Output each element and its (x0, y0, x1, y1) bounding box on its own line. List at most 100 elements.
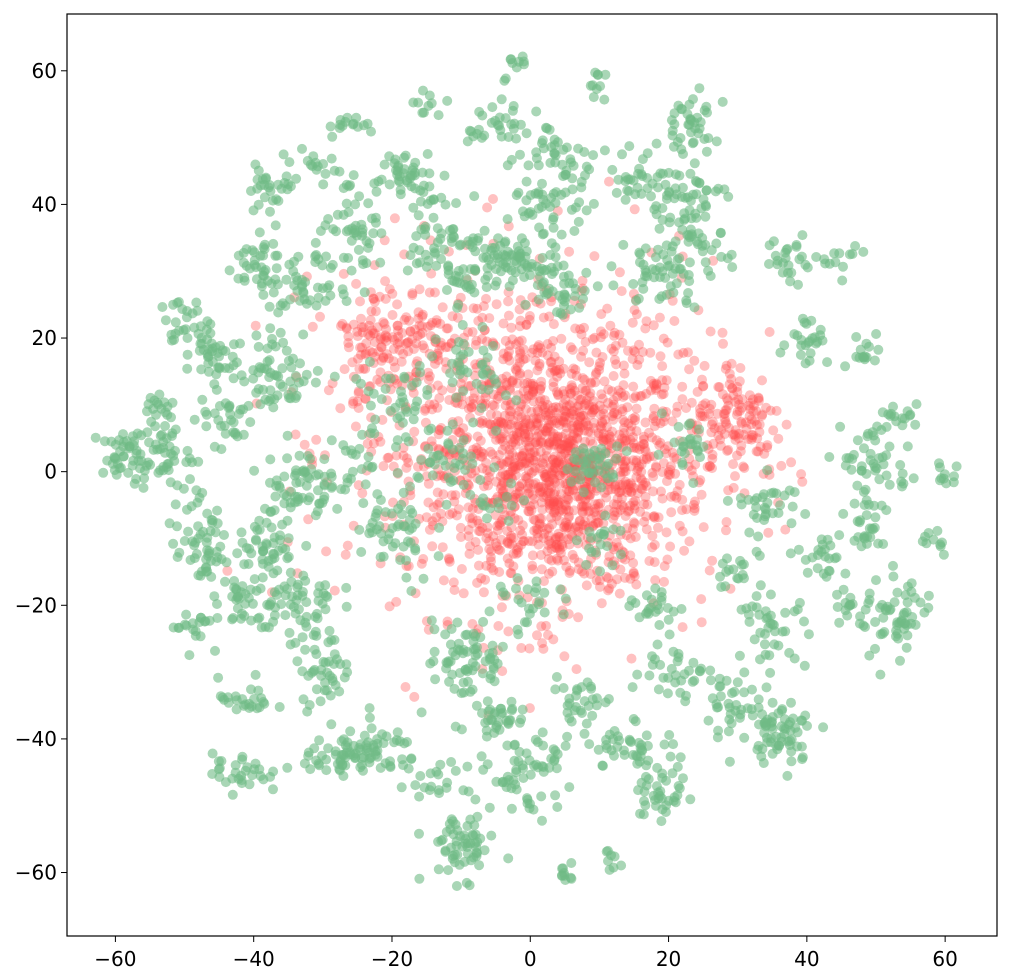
green-point (379, 159, 390, 170)
red-point (609, 510, 620, 521)
green-point (524, 608, 535, 619)
red-point (542, 399, 553, 410)
red-point (502, 352, 513, 362)
green-point (481, 282, 492, 293)
red-point (508, 430, 519, 441)
green-point (748, 509, 759, 520)
green-point (789, 606, 800, 617)
red-point (544, 463, 555, 473)
red-point (550, 462, 560, 473)
red-point (531, 523, 542, 534)
red-point (515, 368, 525, 379)
red-point (637, 475, 647, 486)
red-point (594, 361, 605, 372)
green-point (531, 147, 542, 158)
red-point (728, 390, 739, 401)
green-point (653, 182, 663, 193)
red-point (553, 457, 564, 468)
green-point (413, 473, 424, 484)
green-point (418, 85, 428, 96)
red-point (537, 457, 548, 468)
red-point (696, 489, 707, 500)
green-point (433, 110, 444, 121)
red-point (641, 388, 652, 399)
red-point (471, 443, 482, 453)
red-point (571, 370, 582, 381)
red-point (417, 327, 428, 338)
red-point (520, 418, 531, 429)
green-point (244, 703, 255, 713)
red-point (573, 426, 584, 437)
red-point (596, 389, 607, 400)
red-point (553, 402, 564, 413)
red-point (739, 463, 750, 473)
red-point (584, 357, 595, 368)
green-point (454, 240, 465, 251)
red-point (630, 346, 640, 357)
green-point (168, 538, 179, 549)
red-point (622, 485, 633, 495)
red-point (621, 435, 632, 446)
red-point (640, 323, 651, 334)
y-tick-label: 60 (32, 59, 57, 83)
red-point (528, 387, 538, 398)
red-point (669, 490, 680, 501)
green-point (375, 257, 386, 268)
red-point (659, 382, 670, 393)
green-point (784, 485, 795, 496)
green-point (556, 229, 567, 240)
red-point (378, 352, 389, 362)
red-point (590, 377, 601, 388)
red-point (752, 433, 763, 444)
red-point (513, 420, 523, 430)
green-point (180, 324, 191, 335)
green-point (145, 459, 156, 470)
red-point (569, 553, 580, 564)
green-point (685, 168, 696, 179)
red-point (414, 284, 425, 295)
green-point (909, 592, 920, 603)
red-point (524, 453, 535, 464)
green-point (777, 704, 788, 715)
green-point (753, 694, 764, 705)
green-point (616, 860, 627, 871)
green-point (566, 858, 577, 868)
green-point (416, 224, 427, 235)
red-point (641, 454, 652, 465)
red-point (524, 432, 535, 443)
red-point (722, 445, 733, 456)
green-point (326, 635, 337, 646)
red-point (654, 312, 665, 323)
green-point (249, 574, 260, 585)
red-point (714, 422, 724, 433)
red-point (546, 512, 556, 523)
red-point (476, 446, 487, 457)
red-point (556, 451, 567, 462)
green-point (758, 758, 769, 768)
green-point (579, 285, 590, 296)
red-point (508, 461, 519, 472)
green-point (249, 247, 260, 258)
green-point (870, 643, 880, 654)
red-point (697, 411, 708, 422)
red-point (544, 496, 555, 507)
red-point (572, 420, 583, 431)
red-point (651, 383, 661, 394)
green-point (507, 250, 518, 261)
green-point (267, 333, 277, 344)
red-point (549, 489, 559, 500)
red-point (728, 429, 738, 440)
green-point (367, 527, 378, 538)
red-point (583, 426, 594, 437)
green-point (521, 128, 532, 139)
red-point (353, 353, 363, 364)
green-point (361, 740, 372, 750)
red-point (663, 469, 674, 480)
red-point (341, 322, 352, 333)
red-point (647, 530, 658, 541)
green-point (332, 759, 343, 769)
red-point (575, 394, 586, 405)
red-point (573, 612, 584, 623)
green-point (353, 244, 364, 255)
red-point (381, 324, 392, 335)
